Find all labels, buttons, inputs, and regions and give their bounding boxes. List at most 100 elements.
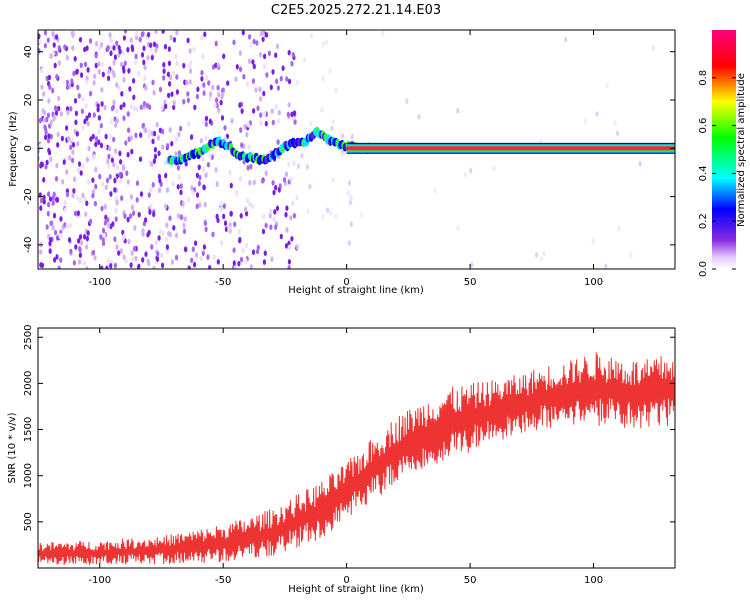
spectrogram-noise-cell xyxy=(86,120,90,127)
colorbar-label: Normalized spectral amplitude xyxy=(736,73,747,227)
spectrogram-noise-cell xyxy=(162,68,166,74)
spectrogram-noise-cell xyxy=(76,167,80,174)
snr-ytick-label: 500 xyxy=(23,512,34,531)
spectrogram-noise-cell xyxy=(49,156,53,163)
spectrogram-noise-cell xyxy=(49,237,53,243)
spectrogram-noise-cell xyxy=(101,181,105,187)
spectrogram-noise-cell xyxy=(72,260,76,266)
spectrogram-noise-cell xyxy=(142,45,146,52)
spectrogram-noise-cell xyxy=(106,45,110,51)
spectrogram-noise-cell xyxy=(80,240,84,246)
spectrogram-noise-cell xyxy=(166,71,170,78)
spectrogram-noise-cell xyxy=(157,150,161,157)
spectrogram-noise-cell xyxy=(156,251,160,257)
spectrogram-noise-cell xyxy=(48,84,52,90)
spectrogram-noise-cell xyxy=(155,239,159,246)
spectrogram-noise-cell xyxy=(321,41,325,48)
spectrogram-noise-cell xyxy=(287,265,291,269)
spectrogram-noise-cell xyxy=(208,153,212,159)
spectrogram-noise-cell xyxy=(63,44,67,50)
spectrogram-noise-cell xyxy=(156,256,160,263)
spectrogram-noise-cell xyxy=(295,79,299,86)
spectrogram-noise-cell xyxy=(97,69,101,75)
spectrogram-noise-cell xyxy=(107,222,111,229)
spectrogram-noise-cell xyxy=(203,220,208,226)
spectrogram-noise-cell xyxy=(290,236,294,242)
spectrogram-noise-cell xyxy=(130,256,134,263)
spectrogram-noise-cell xyxy=(76,141,80,147)
spectrogram-noise-cell xyxy=(198,202,202,208)
spectrogram-noise-cell xyxy=(249,42,253,48)
spectrogram-noise-cell xyxy=(144,85,148,91)
spectrogram-noise-cell xyxy=(251,249,256,255)
spectrogram-noise-cell xyxy=(325,207,330,213)
spectrogram-noise-cell xyxy=(217,91,221,98)
spectrogram-noise-cell xyxy=(132,210,136,216)
spectrogram-noise-cell xyxy=(115,82,119,88)
spectrogram-noise-cell xyxy=(149,42,153,48)
spectrogram-noise-cell xyxy=(97,61,101,67)
spectrogram-noise-cell xyxy=(107,153,111,160)
spectrogram-noise-cell xyxy=(295,244,299,250)
spectrogram-noise-cell xyxy=(91,177,95,183)
spectrogram-noise-cell xyxy=(179,183,183,189)
colorbar-tick-label: 0.6 xyxy=(698,118,709,134)
spectrogram-noise-cell xyxy=(262,63,266,70)
spectrogram-noise-cell xyxy=(331,177,335,183)
spectrogram-noise-cell xyxy=(93,73,97,80)
spectrogram-noise-cell xyxy=(179,125,183,132)
spectrogram-noise-cell xyxy=(146,55,150,61)
spectrogram-noise-cell xyxy=(104,133,108,140)
spectrogram-noise-cell xyxy=(167,92,171,99)
spectrogram-noise-cell xyxy=(595,111,599,117)
spectrogram-noise-cell xyxy=(219,201,223,207)
spectrogram-noise-cell xyxy=(38,38,42,45)
spectrogram-noise-cell xyxy=(288,78,292,85)
spectrogram-noise-cell xyxy=(381,30,385,36)
spectrogram-noise-cell xyxy=(305,164,309,170)
spectrogram-noise-cell xyxy=(130,148,134,155)
spectrogram-noise-cell xyxy=(47,74,52,81)
spectrogram-noise-cell xyxy=(99,234,103,240)
spectrogram-noise-cell xyxy=(134,132,138,139)
spectrogram-noise-cell xyxy=(171,181,175,187)
spectrogram-noise-cell xyxy=(148,104,152,110)
spectrogram-noise-cell xyxy=(182,99,186,105)
spectrogram-noise-cell xyxy=(86,179,91,185)
spectrogram-noise-cell xyxy=(258,86,262,93)
spectrogram-noise-cell xyxy=(186,97,190,104)
spectrogram-noise-cell xyxy=(261,178,265,184)
spectrogram-noise-cell xyxy=(234,76,238,82)
spectrogram-noise-cell xyxy=(44,129,48,135)
spectrogram-noise-cell xyxy=(334,214,338,220)
snr-xtick-label: -100 xyxy=(88,575,111,586)
spectrogram-noise-cell xyxy=(195,93,199,100)
spectrogram-noise-cell xyxy=(139,104,143,111)
spectrogram-noise-cell xyxy=(227,226,231,232)
spectrogram-noise-cell xyxy=(269,208,273,214)
spectrogram-noise-cell xyxy=(246,165,250,171)
spectrogram-noise-cell xyxy=(328,210,333,216)
spectrogram-noise-cell xyxy=(247,58,252,64)
spectrogram-noise-cell xyxy=(43,42,48,49)
spectrogram-noise-cell xyxy=(80,108,84,115)
spectrogram-noise-cell xyxy=(259,120,263,126)
spectrogram-noise-cell xyxy=(94,141,98,148)
spectrogram-noise-cell xyxy=(142,100,146,107)
spectrogram-noise-cell xyxy=(91,192,95,199)
spectrogram-noise-cell xyxy=(228,169,232,176)
spectrogram-noise-cell xyxy=(139,191,144,197)
spectrogram-noise-cell xyxy=(216,259,220,265)
spectrogram-noise-cell xyxy=(129,135,133,141)
spectrogram-noise-cell xyxy=(138,156,143,162)
spectrogram-noise-cell xyxy=(239,127,243,133)
spectrogram-noise-cell xyxy=(135,30,139,37)
spectrogram-noise-cell xyxy=(161,30,165,34)
spectrogram-noise-cell xyxy=(275,43,280,50)
spectrogram-noise-cell xyxy=(216,62,220,68)
spectrogram-noise-cell xyxy=(284,211,288,218)
spectrogram-noise-cell xyxy=(72,188,76,194)
spectrogram-noise-cell xyxy=(103,204,107,210)
spectrogram-noise-cell xyxy=(242,73,246,80)
spectrogram-noise-cell xyxy=(69,144,73,151)
